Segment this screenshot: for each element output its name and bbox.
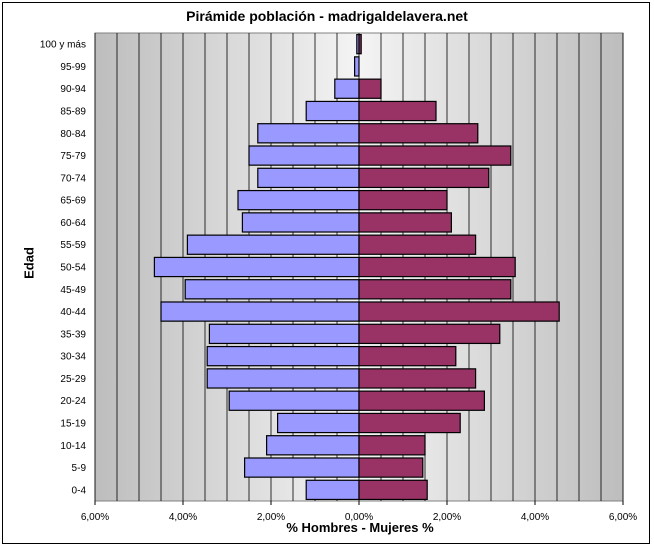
- y-tick-label: 60-64: [60, 218, 86, 229]
- x-axis-label: % Hombres - Mujeres %: [286, 520, 434, 535]
- bar-mujeres-75-79: [358, 145, 512, 166]
- y-tick-label: 90-94: [60, 84, 86, 95]
- bar-hombres-35-39: [208, 323, 360, 345]
- x-tick-label: 6,00%: [81, 512, 109, 523]
- bar-hombres-30-34: [206, 345, 360, 367]
- y-tick-label: 25-29: [60, 374, 86, 385]
- bar-mujeres-10-14: [358, 435, 426, 456]
- bar-hombres-15-19: [277, 412, 360, 434]
- x-tick-label: 4,00%: [169, 512, 197, 523]
- bar-hombres-90-94: [334, 78, 360, 99]
- y-tick-label: 95-99: [60, 62, 86, 73]
- y-tick-label: 20-24: [60, 396, 86, 407]
- bar-hombres-95-99: [354, 56, 360, 77]
- bar-mujeres-90-94: [358, 78, 382, 99]
- y-tick-label: 10-14: [60, 441, 86, 452]
- y-tick-label: 0-4: [72, 485, 87, 496]
- y-tick-label: 35-39: [60, 329, 86, 340]
- y-tick-label: 40-44: [60, 307, 86, 318]
- bar-mujeres-30-34: [358, 345, 457, 367]
- bar-mujeres-40-44: [358, 301, 560, 322]
- bar-hombres-55-59: [186, 234, 360, 255]
- y-tick-label: 70-74: [60, 173, 86, 184]
- bar-hombres-60-64: [241, 212, 360, 233]
- bar-mujeres-60-64: [358, 212, 453, 233]
- bar-hombres-85-89: [305, 100, 360, 122]
- bar-mujeres-100-y-más: [358, 33, 362, 55]
- y-tick-label: 5-9: [72, 463, 87, 474]
- bar-hombres-5-9: [244, 457, 360, 478]
- y-tick-label: 45-49: [60, 285, 86, 296]
- y-tick-label: 75-79: [60, 151, 86, 162]
- y-tick-label: 50-54: [60, 263, 86, 274]
- bar-hombres-65-69: [237, 189, 360, 211]
- bar-hombres-0-4: [305, 479, 360, 501]
- x-tick-label: 2,00%: [257, 512, 285, 523]
- x-tick-label: 2,00%: [433, 512, 461, 523]
- bar-mujeres-0-4: [358, 479, 428, 501]
- bar-hombres-75-79: [248, 145, 360, 166]
- bar-mujeres-70-74: [358, 167, 490, 189]
- bar-hombres-10-14: [266, 435, 360, 456]
- bar-hombres-25-29: [206, 368, 360, 389]
- y-tick-label: 80-84: [60, 129, 86, 140]
- bar-hombres-80-84: [257, 123, 360, 144]
- bar-mujeres-15-19: [358, 412, 461, 434]
- bar-mujeres-50-54: [358, 256, 516, 278]
- bar-mujeres-80-84: [358, 123, 479, 144]
- bar-hombres-20-24: [228, 390, 360, 411]
- y-tick-label: 65-69: [60, 196, 86, 207]
- bar-mujeres-55-59: [358, 234, 477, 255]
- y-tick-label: 30-34: [60, 352, 86, 363]
- x-tick-label: 0,00%: [345, 512, 373, 523]
- x-tick-label: 6,00%: [609, 512, 637, 523]
- bar-mujeres-35-39: [358, 323, 501, 345]
- y-tick-label: 100 y más: [40, 40, 86, 51]
- x-tick-label: 4,00%: [521, 512, 549, 523]
- bar-hombres-50-54: [153, 256, 360, 278]
- bar-mujeres-5-9: [358, 457, 424, 478]
- bar-mujeres-25-29: [358, 368, 477, 389]
- y-tick-label: 15-19: [60, 419, 86, 430]
- bar-mujeres-65-69: [358, 189, 448, 211]
- bar-mujeres-20-24: [358, 390, 486, 411]
- y-tick-label: 55-59: [60, 240, 86, 251]
- bar-mujeres-85-89: [358, 100, 437, 122]
- bar-hombres-40-44: [160, 301, 360, 322]
- chart-title: Pirámide población - madrigaldelavera.ne…: [186, 8, 468, 24]
- bar-hombres-45-49: [184, 279, 360, 300]
- y-tick-label: 85-89: [60, 107, 86, 118]
- bar-mujeres-45-49: [358, 279, 512, 300]
- bar-hombres-70-74: [257, 167, 360, 189]
